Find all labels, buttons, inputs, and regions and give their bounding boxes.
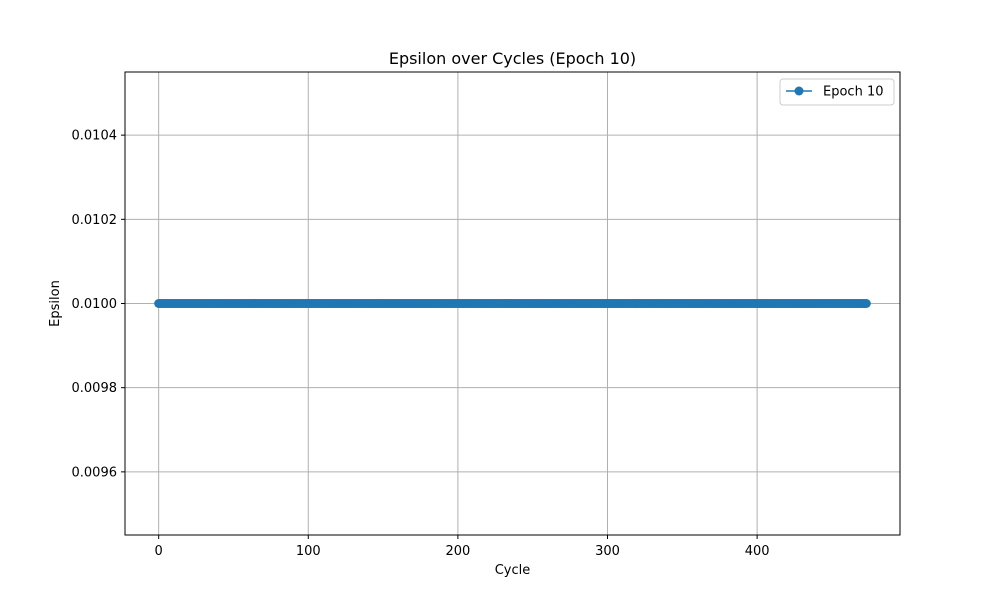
legend-box bbox=[779, 78, 895, 106]
legend-marker bbox=[794, 86, 804, 96]
data-point bbox=[861, 299, 871, 308]
x-tick-label: 100 bbox=[296, 544, 321, 559]
x-tick-label: 200 bbox=[445, 544, 470, 559]
y-axis: 0.0096 0.0098 0.0100 0.0102 0.0104 bbox=[72, 129, 125, 480]
y-tick-label: 0.0100 bbox=[72, 297, 118, 312]
series-layer bbox=[154, 299, 871, 308]
legend-label: Epoch 10 bbox=[823, 85, 883, 100]
y-tick-label: 0.0098 bbox=[72, 381, 118, 396]
x-axis-label: Cycle bbox=[495, 563, 531, 578]
y-tick-label: 0.0102 bbox=[72, 213, 118, 228]
x-tick-label: 400 bbox=[745, 544, 770, 559]
x-axis: 0 100 200 300 400 bbox=[155, 535, 770, 559]
x-tick-label: 300 bbox=[595, 544, 620, 559]
x-tick-label: 0 bbox=[155, 544, 163, 559]
y-tick-label: 0.0096 bbox=[72, 465, 118, 480]
chart-title: Epsilon over Cycles (Epoch 10) bbox=[389, 49, 636, 68]
y-axis-label: Epsilon bbox=[48, 280, 63, 327]
y-tick-label: 0.0104 bbox=[72, 129, 118, 144]
legend: Epoch 10 bbox=[779, 78, 895, 106]
